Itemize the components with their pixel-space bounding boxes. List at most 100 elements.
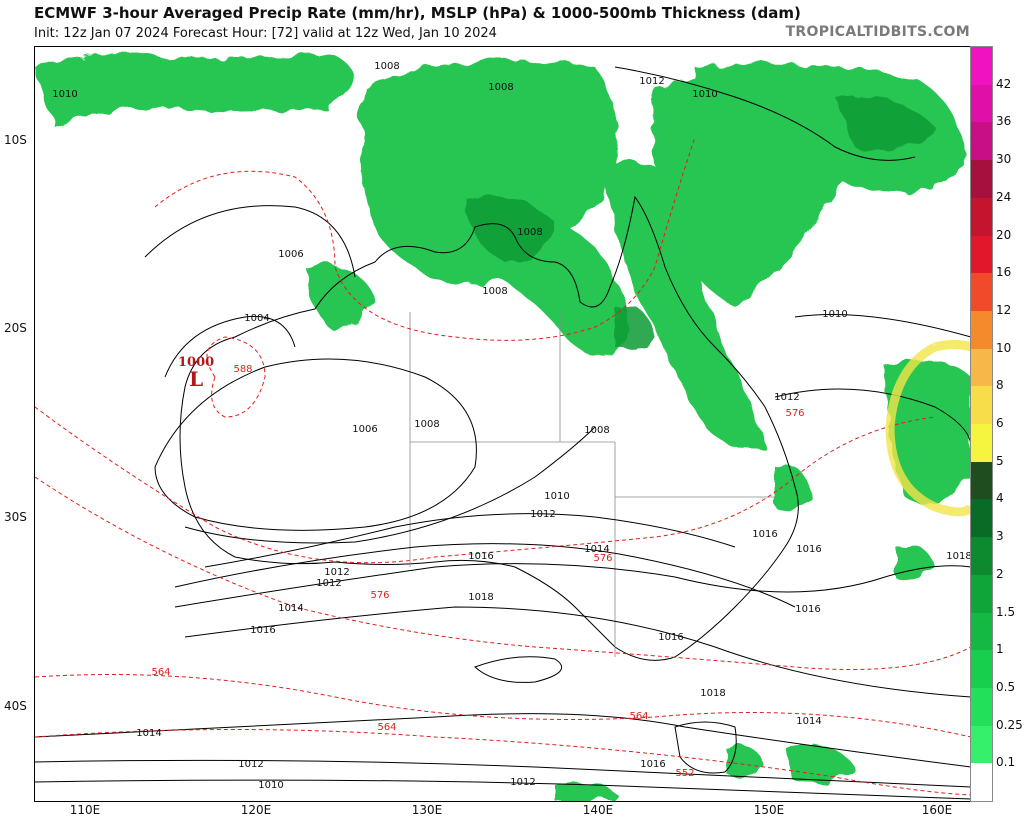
colorbar-label: 0.25 [996,717,1023,732]
precip-heavy [465,95,935,351]
colorbar-label: 0.1 [996,755,1016,770]
isobar-line [184,606,971,698]
isobar-label: 1016 [468,551,493,562]
isobar-label: 1018 [700,688,725,699]
isobar-label: 1008 [517,227,542,238]
png-coastline [614,66,916,161]
thickness-contours [35,136,971,796]
colorbar-segment [971,348,992,387]
isobar-label: 1006 [278,249,303,260]
isobar-label: 1016 [796,544,821,555]
colorbar-segment [971,84,992,123]
colorbar-label: 30 [996,152,1012,167]
isobar-label: 1008 [482,286,507,297]
isobar-label: 1012 [639,76,664,87]
thickness-label: 552 [675,768,694,779]
highlight-circle [885,340,971,517]
thickness-label: 564 [377,722,396,733]
thickness-label: 588 [233,364,252,375]
colorbar-label: 36 [996,114,1012,129]
colorbar-segment [971,122,992,161]
colorbar-label: 20 [996,227,1012,242]
colorbar-label: 8 [996,378,1004,393]
precip-colorbar [970,46,993,802]
isobar-label: 1010 [544,491,569,502]
isobar-label: 1008 [488,82,513,93]
lon-label: 160E [921,803,953,817]
precip-heavy-top-end [465,194,555,262]
thickness-label: 576 [785,408,804,419]
isobar-label: 1016 [250,625,275,636]
colorbar-segment [971,537,992,576]
colorbar-segment [971,499,992,538]
colorbar-label: 10 [996,340,1012,355]
precip-heavy-png [835,95,935,150]
map-canvas: 1010 1008 1012 1010 1006 1004 1008 1008 … [35,54,971,801]
precip-png [695,63,965,194]
thickness-line [206,336,266,418]
state-borders [409,312,775,657]
precip-east-highlight [885,359,971,504]
precip-tasmania [725,744,765,776]
isobar-label: 1010 [258,780,283,791]
thickness-line [154,136,696,341]
australia-coastline [179,195,799,661]
colorbar-segment [971,725,992,764]
colorbar-segment [971,197,992,236]
isobar-line [174,543,796,608]
isobar-label: 1010 [692,89,717,100]
colorbar-segment [971,687,992,727]
isobar-label: 1012 [316,578,341,589]
isobar-line [794,314,971,338]
isobars [35,205,971,800]
precip-heavy-gulf [615,305,655,351]
thickness-line [35,406,936,564]
colorbar-segment [971,461,992,500]
colorbar-segment [971,612,992,651]
colorbar-segment [971,310,992,350]
colorbar-label: 0.5 [996,679,1016,694]
isobar-label: 1004 [244,313,269,324]
isobar-line [474,656,563,683]
precip-south-ocean [555,782,615,801]
isobar-line [154,358,477,531]
isobar-line [204,513,736,568]
colorbar-label: 1 [996,642,1004,657]
precip-areas [35,54,971,801]
precip-south-tasman [785,744,855,783]
colorbar-segment [971,235,992,274]
map-panel: 1010 1008 1012 1010 1006 1004 1008 1008 … [34,46,972,802]
isobar-label: 1012 [530,509,555,520]
colorbar-label: 5 [996,453,1004,468]
colorbar-label: 3 [996,529,1004,544]
colorbar-label: 12 [996,302,1012,317]
tasmania-coastline [674,721,737,774]
lon-label: 110E [69,803,101,817]
thickness-line [35,674,971,738]
precip-nsw-coast [775,465,810,511]
isobar-label: 1012 [238,759,263,770]
colorbar-label: 1.5 [996,604,1016,619]
colorbar-segment [971,47,992,86]
colorbar-label: 16 [996,265,1012,280]
isobar-label: 1008 [584,425,609,436]
colorbar-label: 6 [996,416,1004,430]
init-valid-line: Init: 12z Jan 07 2024 Forecast Hour: [72… [34,26,497,41]
lat-label: 10S [4,133,27,147]
isobar-line [164,315,296,378]
isobar-line [174,563,971,608]
isobar-label: 1018 [468,592,493,603]
lat-label: 30S [4,510,27,524]
precip-north-indonesia [35,54,353,127]
colorbar-segment [971,386,992,425]
isobar-label: 1018 [946,551,971,562]
isobar-label: 1014 [278,603,303,614]
colorbar-label: 4 [996,491,1004,506]
isobar-label: 1008 [414,419,439,430]
isobar-label: 1016 [658,632,683,643]
isobar-line [774,388,971,448]
chart-title: ECMWF 3-hour Averaged Precip Rate (mm/hr… [34,4,801,22]
isobar-label: 1016 [640,759,665,770]
colorbar-segment [971,273,992,312]
thickness-label: 576 [370,590,389,601]
